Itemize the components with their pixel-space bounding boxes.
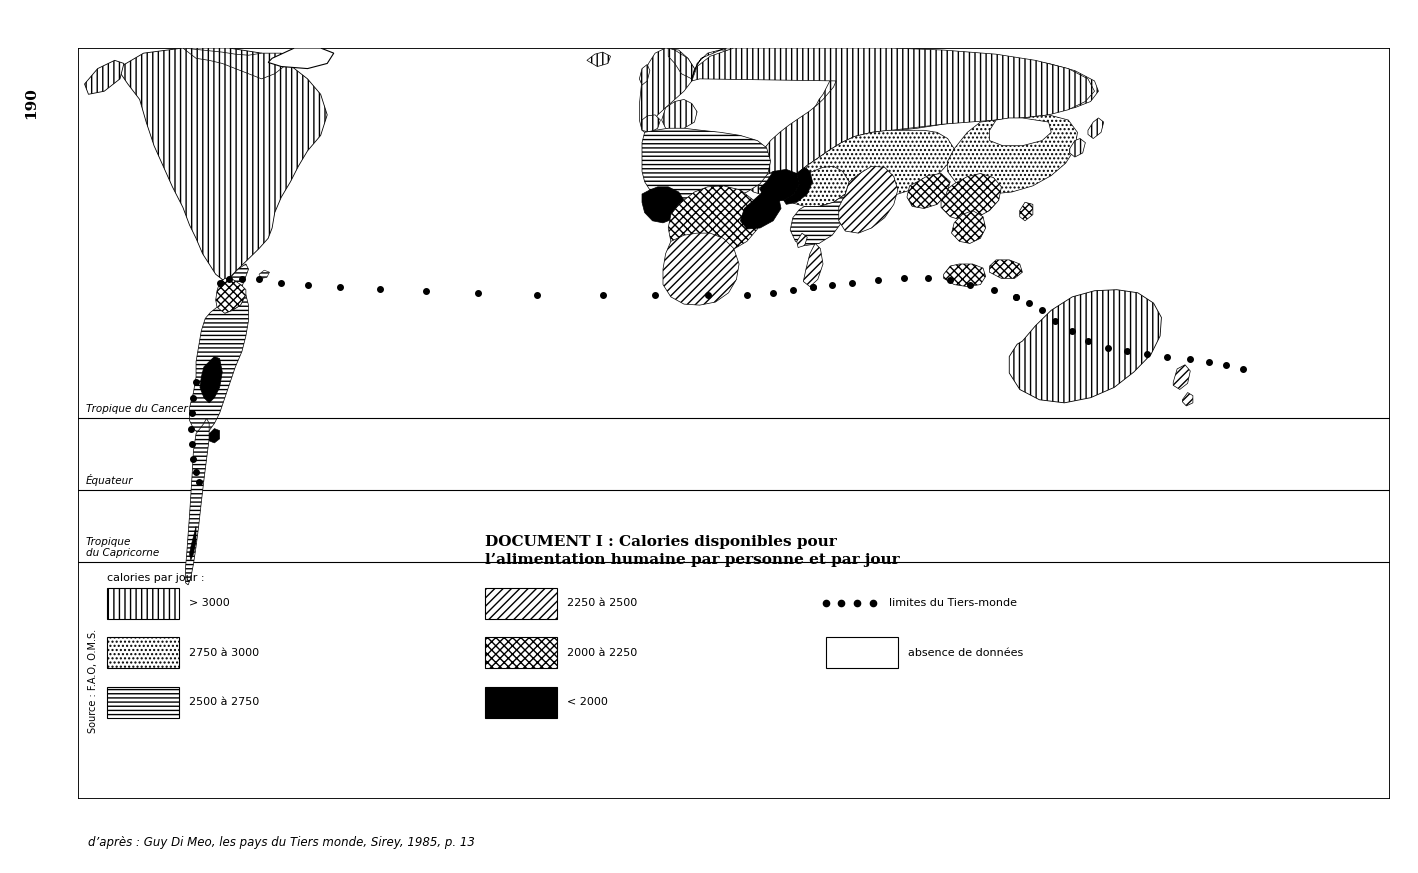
Polygon shape [183, 48, 288, 79]
Text: absence de données: absence de données [909, 648, 1024, 657]
Polygon shape [220, 264, 248, 300]
Polygon shape [640, 48, 695, 133]
Bar [106, 588, 179, 619]
Text: Source : F.A.O, O.M.S.: Source : F.A.O, O.M.S. [88, 629, 98, 732]
Polygon shape [839, 166, 898, 233]
Polygon shape [784, 168, 813, 204]
Text: DOCUMENT I : Calories disponibles pour
l’alimentation humaine par personne et pa: DOCUMENT I : Calories disponibles pour l… [485, 535, 899, 567]
Bar [106, 687, 179, 718]
Polygon shape [640, 65, 649, 85]
Polygon shape [990, 118, 1051, 146]
Polygon shape [760, 169, 800, 203]
Polygon shape [664, 233, 739, 306]
Text: Équateur: Équateur [86, 474, 133, 486]
Polygon shape [587, 52, 611, 66]
Text: limites du Tiers-monde: limites du Tiers-monde [889, 598, 1017, 608]
Polygon shape [200, 356, 223, 402]
Polygon shape [804, 244, 822, 286]
Text: 2750 à 3000: 2750 à 3000 [190, 648, 259, 657]
Text: 190: 190 [24, 87, 38, 120]
Polygon shape [942, 174, 1001, 221]
Text: 2000 à 2250: 2000 à 2250 [567, 648, 638, 657]
Polygon shape [1173, 365, 1190, 389]
Polygon shape [642, 128, 770, 204]
Text: d’après : Guy Di Meo, les pays du Tiers monde, Sirey, 1985, p. 13: d’après : Guy Di Meo, les pays du Tiers … [88, 836, 475, 849]
Polygon shape [216, 278, 245, 313]
Polygon shape [1069, 139, 1085, 157]
Polygon shape [85, 60, 123, 94]
Polygon shape [908, 174, 950, 209]
Polygon shape [757, 171, 810, 195]
Bar [485, 588, 557, 619]
Polygon shape [692, 48, 1099, 194]
Text: 2500 à 2750: 2500 à 2750 [190, 698, 259, 707]
Polygon shape [662, 100, 698, 130]
Polygon shape [740, 190, 781, 229]
Polygon shape [668, 186, 760, 256]
Polygon shape [668, 48, 695, 79]
Polygon shape [642, 115, 661, 133]
Polygon shape [784, 166, 849, 206]
Bar [106, 637, 179, 668]
Polygon shape [259, 270, 269, 278]
Text: Tropique du Cancer: Tropique du Cancer [86, 404, 187, 414]
Polygon shape [1088, 118, 1103, 139]
Polygon shape [790, 194, 847, 245]
Polygon shape [190, 526, 196, 560]
Polygon shape [1020, 203, 1032, 221]
Polygon shape [1010, 290, 1161, 402]
Polygon shape [1183, 393, 1193, 406]
Polygon shape [642, 187, 683, 223]
Polygon shape [210, 429, 220, 443]
Polygon shape [944, 264, 986, 286]
Polygon shape [797, 233, 807, 248]
Polygon shape [190, 295, 248, 434]
Text: calories par jour :: calories par jour : [106, 573, 204, 583]
Polygon shape [186, 418, 210, 585]
Polygon shape [233, 292, 245, 306]
Bar [485, 637, 557, 668]
Polygon shape [118, 48, 328, 279]
Text: Tropique
du Capricorne: Tropique du Capricorne [86, 537, 159, 558]
Polygon shape [990, 260, 1022, 278]
Bar [825, 637, 898, 668]
Text: < 2000: < 2000 [567, 698, 608, 707]
Polygon shape [951, 210, 986, 244]
Bar [485, 687, 557, 718]
Polygon shape [692, 48, 1095, 192]
Text: > 3000: > 3000 [190, 598, 230, 608]
Polygon shape [805, 130, 954, 200]
Text: 2250 à 2500: 2250 à 2500 [567, 598, 638, 608]
Polygon shape [268, 48, 333, 69]
Polygon shape [947, 115, 1078, 194]
